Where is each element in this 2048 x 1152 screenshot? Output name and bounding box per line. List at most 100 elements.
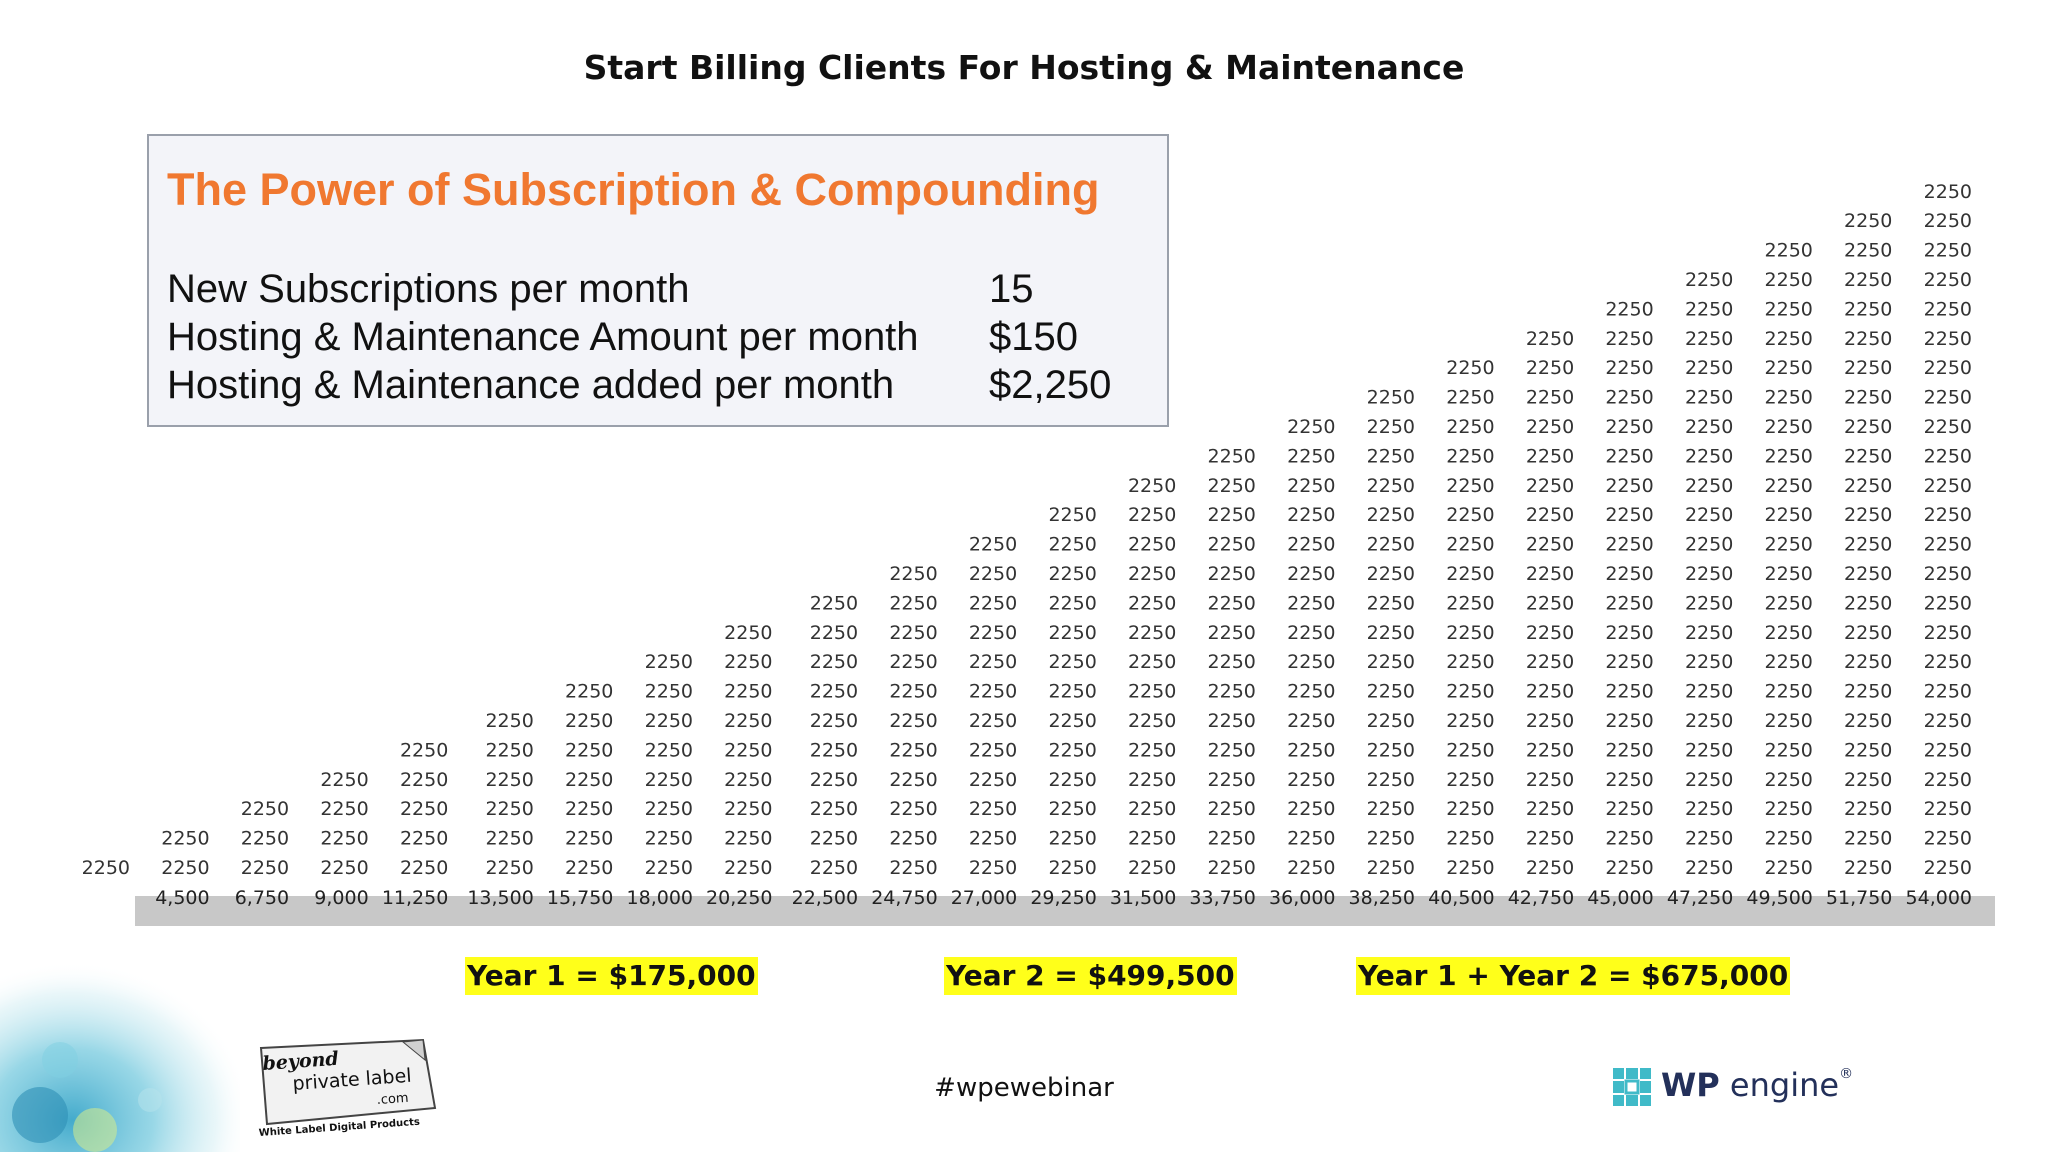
cell-value: 2250 bbox=[810, 769, 858, 791]
cell-value: 2250 bbox=[1685, 416, 1733, 438]
cell-value: 2250 bbox=[1605, 534, 1653, 556]
total-value: 42,750 bbox=[1508, 887, 1574, 909]
cell-value: 2250 bbox=[320, 857, 368, 879]
cell-value: 2250 bbox=[565, 828, 613, 850]
cell-value: 2250 bbox=[1844, 298, 1892, 320]
cell-value: 2250 bbox=[1765, 681, 1813, 703]
cell-value: 2250 bbox=[1446, 534, 1494, 556]
cell-value: 2250 bbox=[1128, 504, 1176, 526]
cell-value: 2250 bbox=[889, 739, 937, 761]
cell-value: 2250 bbox=[1844, 240, 1892, 262]
cell-value: 2250 bbox=[1128, 681, 1176, 703]
hashtag: #wpewebinar bbox=[934, 1073, 1114, 1103]
cell-value: 2250 bbox=[1765, 828, 1813, 850]
cell-value: 2250 bbox=[1605, 798, 1653, 820]
cell-value: 2250 bbox=[1446, 563, 1494, 585]
cell-value: 2250 bbox=[724, 622, 772, 644]
cell-value: 2250 bbox=[1924, 504, 1972, 526]
cell-value: 2250 bbox=[1367, 387, 1415, 409]
cell-value: 2250 bbox=[1128, 769, 1176, 791]
cell-value: 2250 bbox=[1526, 445, 1574, 467]
cell-value: 2250 bbox=[1924, 416, 1972, 438]
amount-per-month-value: $150 bbox=[989, 315, 1078, 359]
cell-value: 2250 bbox=[1765, 445, 1813, 467]
cell-value: 2250 bbox=[1765, 739, 1813, 761]
cell-value: 2250 bbox=[889, 622, 937, 644]
cell-value: 2250 bbox=[1844, 475, 1892, 497]
cell-value: 2250 bbox=[1605, 710, 1653, 732]
cell-value: 2250 bbox=[1685, 828, 1733, 850]
cell-value: 2250 bbox=[320, 798, 368, 820]
cell-value: 2250 bbox=[1367, 534, 1415, 556]
cell-value: 2250 bbox=[1446, 387, 1494, 409]
total-value: 15,750 bbox=[547, 887, 613, 909]
cell-value: 2250 bbox=[1844, 328, 1892, 350]
cell-value: 2250 bbox=[1128, 651, 1176, 673]
cell-value: 2250 bbox=[1765, 269, 1813, 291]
cell-value: 2250 bbox=[1208, 592, 1256, 614]
beyond-private-label-logo: beyond private label .com White Label Di… bbox=[258, 1038, 437, 1138]
cell-value: 2250 bbox=[1924, 857, 1972, 879]
cell-value: 2250 bbox=[82, 857, 130, 879]
cell-value: 2250 bbox=[1685, 710, 1733, 732]
cell-value: 2250 bbox=[400, 769, 448, 791]
cell-value: 2250 bbox=[1765, 475, 1813, 497]
cell-value: 2250 bbox=[969, 681, 1017, 703]
total-value: 54,000 bbox=[1906, 887, 1972, 909]
cell-value: 2250 bbox=[724, 857, 772, 879]
cell-value: 2250 bbox=[1844, 504, 1892, 526]
cell-value: 2250 bbox=[1924, 328, 1972, 350]
cell-value: 2250 bbox=[1208, 769, 1256, 791]
cell-value: 2250 bbox=[1048, 563, 1096, 585]
cell-value: 2250 bbox=[1765, 357, 1813, 379]
cell-value: 2250 bbox=[724, 710, 772, 732]
cell-value: 2250 bbox=[724, 681, 772, 703]
cell-value: 2250 bbox=[1208, 739, 1256, 761]
cell-value: 2250 bbox=[1128, 563, 1176, 585]
logo-word-beyond: beyond bbox=[262, 1048, 340, 1075]
cell-value: 2250 bbox=[485, 710, 533, 732]
cell-value: 2250 bbox=[1765, 563, 1813, 585]
wpengine-mark-icon bbox=[1613, 1068, 1651, 1106]
cell-value: 2250 bbox=[1685, 563, 1733, 585]
cell-value: 2250 bbox=[1526, 416, 1574, 438]
added-per-month-label: Hosting & Maintenance added per month bbox=[167, 363, 895, 407]
cell-value: 2250 bbox=[1048, 592, 1096, 614]
cell-value: 2250 bbox=[1208, 563, 1256, 585]
info-box: The Power of Subscription & Compounding … bbox=[147, 134, 1169, 427]
cell-value: 2250 bbox=[1367, 475, 1415, 497]
cell-value: 2250 bbox=[1446, 475, 1494, 497]
cell-value: 2250 bbox=[1685, 475, 1733, 497]
total-value: 22,500 bbox=[792, 887, 858, 909]
year-2-total: Year 2 = $499,500 bbox=[944, 957, 1237, 995]
cell-value: 2250 bbox=[1367, 592, 1415, 614]
total-value: 47,250 bbox=[1667, 887, 1733, 909]
cell-value: 2250 bbox=[1128, 739, 1176, 761]
cell-value: 2250 bbox=[1287, 563, 1335, 585]
cell-value: 2250 bbox=[810, 798, 858, 820]
cell-value: 2250 bbox=[1128, 475, 1176, 497]
cell-value: 2250 bbox=[1605, 857, 1653, 879]
cell-value: 2250 bbox=[1208, 475, 1256, 497]
cell-value: 2250 bbox=[1765, 798, 1813, 820]
cell-value: 2250 bbox=[400, 857, 448, 879]
cell-value: 2250 bbox=[1048, 534, 1096, 556]
cell-value: 2250 bbox=[1844, 534, 1892, 556]
total-value: 51,750 bbox=[1826, 887, 1892, 909]
total-value: 6,750 bbox=[235, 887, 289, 909]
cell-value: 2250 bbox=[241, 798, 289, 820]
cell-value: 2250 bbox=[1844, 681, 1892, 703]
cell-value: 2250 bbox=[810, 622, 858, 644]
cell-value: 2250 bbox=[1605, 504, 1653, 526]
total-value: 49,500 bbox=[1746, 887, 1812, 909]
cell-value: 2250 bbox=[1844, 828, 1892, 850]
cell-value: 2250 bbox=[1446, 504, 1494, 526]
wpengine-wordmark: WP engine® bbox=[1661, 1066, 1854, 1104]
cell-value: 2250 bbox=[1844, 269, 1892, 291]
cell-value: 2250 bbox=[1844, 210, 1892, 232]
cell-value: 2250 bbox=[1128, 710, 1176, 732]
cell-value: 2250 bbox=[1844, 739, 1892, 761]
cell-value: 2250 bbox=[1685, 651, 1733, 673]
cell-value: 2250 bbox=[1287, 828, 1335, 850]
slide-title: Start Billing Clients For Hosting & Main… bbox=[583, 48, 1465, 87]
